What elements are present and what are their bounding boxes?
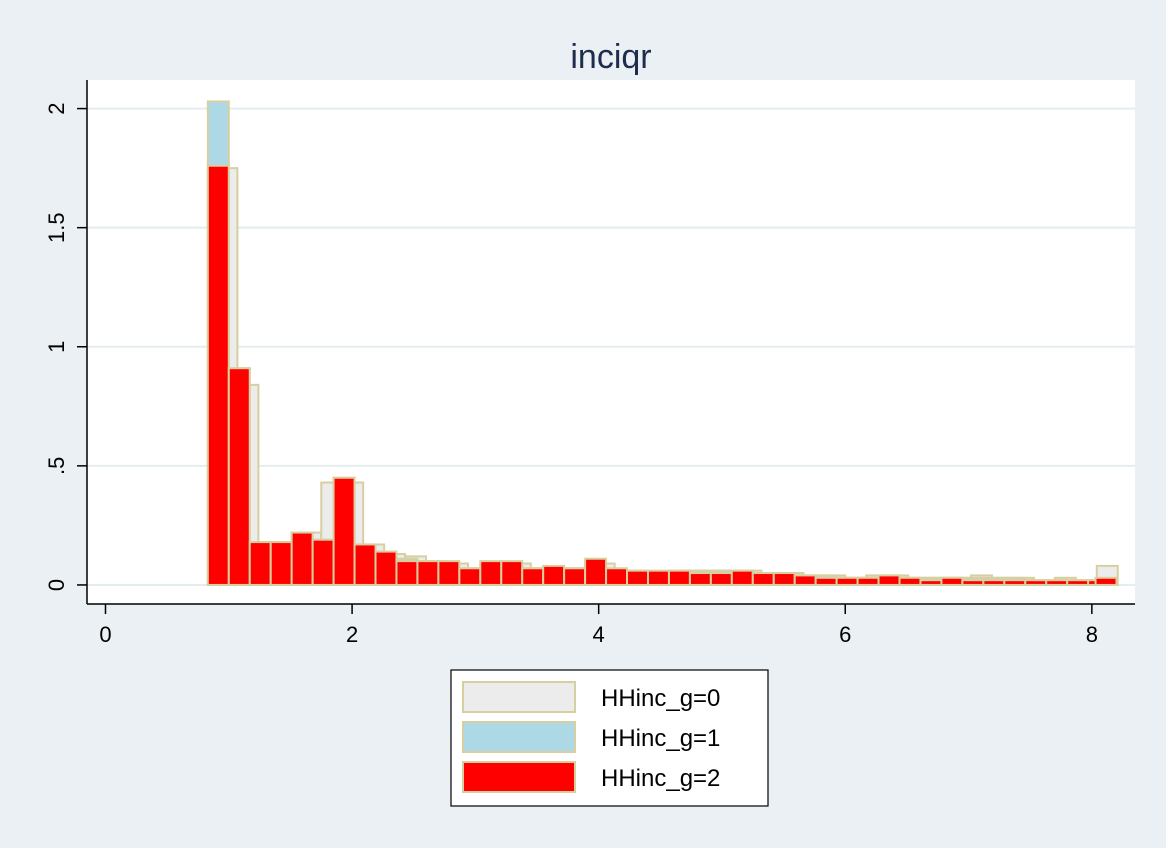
legend-label-2: HHinc_g=2 [601,765,720,792]
bar-s2-34 [919,579,943,586]
legend-swatch-2 [462,761,576,793]
x-tick-label-0: 0 [99,622,111,647]
bar-s2-40 [1045,579,1069,586]
chart-title: inciqr [570,38,651,76]
x-tick-label-4: 8 [1086,622,1098,647]
x-tick-label-2: 4 [593,622,605,647]
bar-s2-13 [479,560,503,586]
bar-s2-26 [751,572,775,586]
legend-swatch-1 [462,721,576,753]
bar-s2-25 [730,569,754,586]
bar-s2-15 [521,567,545,586]
legend-items: HHinc_g=0 HHinc_g=1 HHinc_g=2 [462,681,720,793]
bar-s2-32 [877,574,901,586]
x-tick-label-3: 6 [839,622,851,647]
bar-s2-2 [248,541,272,586]
legend-label-0: HHinc_g=0 [601,685,720,712]
bar-s2-43 [1094,576,1118,586]
bar-s2-18 [584,557,608,586]
bar-s2-10 [416,560,440,586]
bar-s2-35 [940,576,964,586]
y-axis-ticks: 0 .5 1 1.5 2 [44,102,87,591]
bar-s2-8 [374,550,398,586]
bar-s2-9 [395,560,419,586]
x-tick-label-1: 2 [346,622,358,647]
bar-s2-17 [563,567,587,586]
bar-s2-5 [311,538,335,586]
bar-s2-27 [772,572,796,586]
bar-s2-7 [353,543,377,586]
y-tick-label-1: .5 [44,457,69,475]
bar-s2-21 [646,569,670,586]
bar-s2-23 [688,572,712,586]
legend: HHinc_g=0 HHinc_g=1 HHinc_g=2 [450,669,769,807]
bar-s2-38 [1003,579,1027,586]
bar-s2-29 [814,576,838,586]
bar-s2-11 [437,560,461,586]
bar-s2-36 [961,579,985,586]
bar-s2-37 [982,579,1006,586]
bar-s2-6 [332,476,356,586]
histogram-bars [206,100,1119,586]
x-axis-ticks: 0 2 4 6 8 [99,604,1098,647]
bar-s2-39 [1024,579,1048,586]
bar-s2-24 [709,572,733,586]
bar-s2-16 [542,564,566,586]
bar-s2-19 [605,567,629,586]
y-tick-label-2: 1 [44,341,69,353]
bar-s2-22 [667,569,691,586]
legend-label-1: HHinc_g=1 [601,725,720,752]
bar-s2-3 [269,541,293,586]
bar-s2-31 [856,576,880,586]
y-tick-label-0: 0 [44,579,69,591]
y-tick-label-3: 1.5 [44,212,69,243]
bar-s2-14 [500,560,524,586]
bar-s2-4 [290,531,314,586]
bar-s2-20 [626,569,649,586]
bar-s2-0 [206,164,230,586]
bar-s2-41 [1066,579,1090,586]
bar-s2-28 [793,574,817,586]
bar-s2-12 [458,567,482,586]
legend-swatch-0 [462,681,576,713]
plot-area [87,80,1135,604]
bar-s2-30 [835,576,859,586]
bar-s2-1 [227,367,251,586]
y-tick-label-4: 2 [44,102,69,114]
series-2 [206,164,1118,586]
bar-s2-33 [898,576,922,586]
